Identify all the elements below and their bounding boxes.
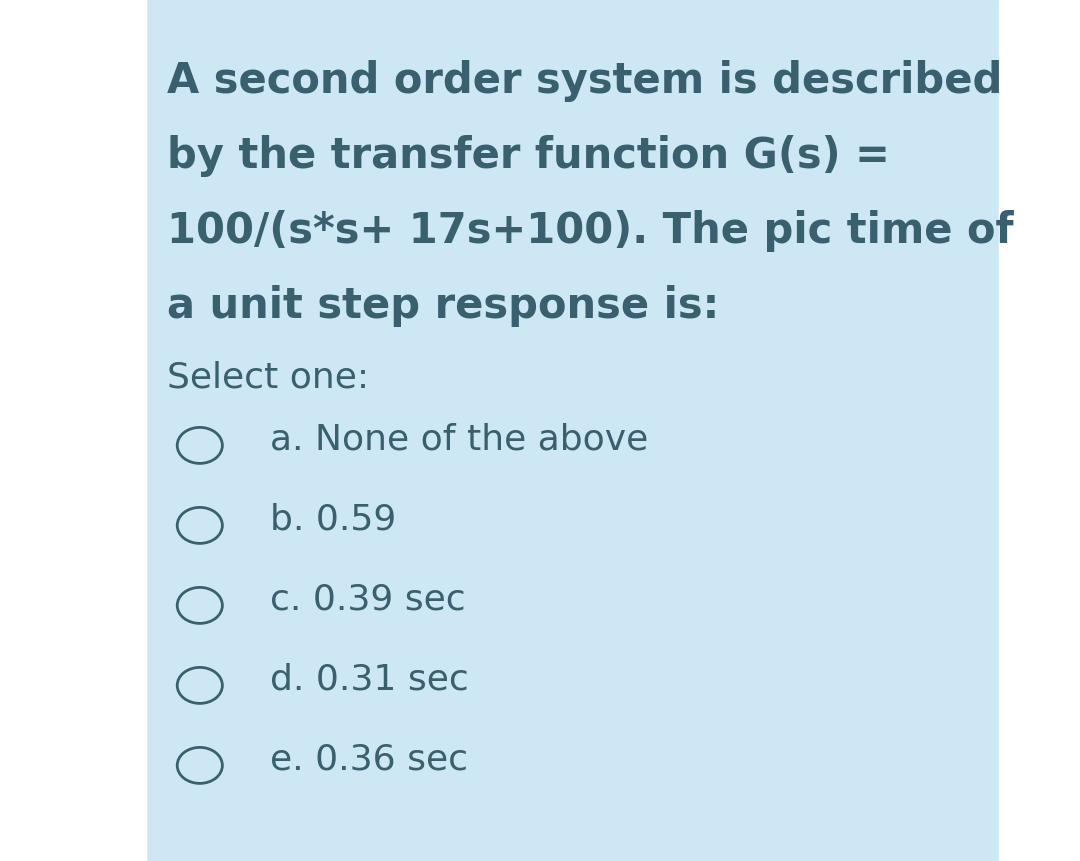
Ellipse shape [177,507,222,543]
Bar [0,0,146,861]
Ellipse shape [177,427,222,463]
Text: 100/(s*s+ 17s+100). The pic time of: 100/(s*s+ 17s+100). The pic time of [167,210,1014,252]
Text: by the transfer function G(s) =: by the transfer function G(s) = [167,135,890,177]
Bar [999,0,1080,861]
Ellipse shape [177,667,222,703]
Text: a unit step response is:: a unit step response is: [167,285,719,327]
Text: b. 0.59: b. 0.59 [270,503,396,537]
Text: c. 0.39 sec: c. 0.39 sec [270,583,465,617]
Text: d. 0.31 sec: d. 0.31 sec [270,663,469,697]
Text: a. None of the above: a. None of the above [270,423,648,457]
Ellipse shape [177,747,222,784]
Ellipse shape [177,587,222,623]
Bar [146,0,999,861]
Text: e. 0.36 sec: e. 0.36 sec [270,743,468,777]
Text: A second order system is described: A second order system is described [167,60,1002,102]
Text: Select one:: Select one: [167,360,369,394]
